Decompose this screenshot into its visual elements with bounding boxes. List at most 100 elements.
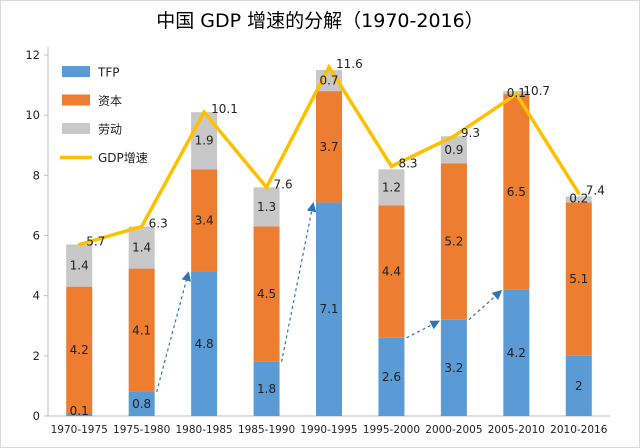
gdp-growth-point xyxy=(327,65,331,69)
legend-swatch-capital xyxy=(62,94,90,106)
tfp-value-label: 1.8 xyxy=(257,382,276,396)
gdp-growth-value-label: 5.7 xyxy=(86,235,105,249)
x-tick-label: 1970-1975 xyxy=(51,424,108,436)
labor-value-label: 1.4 xyxy=(70,259,89,273)
tfp-value-label: 3.2 xyxy=(444,361,463,375)
x-tick-label: 2000-2005 xyxy=(425,424,482,436)
capital-bar xyxy=(316,91,342,203)
legend-label-labor: 劳动 xyxy=(98,123,122,137)
x-tick-label: 1995-2000 xyxy=(363,424,420,436)
tfp-trend-arrow xyxy=(156,271,191,393)
legend-label-tfp: TFP xyxy=(97,66,119,80)
tfp-value-label: 7.1 xyxy=(319,302,338,316)
capital-value-label: 3.7 xyxy=(319,140,338,154)
tfp-bar xyxy=(565,355,592,416)
capital-value-label: 4.5 xyxy=(257,287,276,301)
x-tick-label: 2010-2016 xyxy=(550,424,608,436)
capital-bar xyxy=(128,268,155,392)
capital-value-label: 4.2 xyxy=(70,343,89,357)
bars xyxy=(66,70,592,416)
y-tick-label: 8 xyxy=(33,168,40,182)
annotation-layer xyxy=(156,202,503,393)
labor-value-label: 0.7 xyxy=(319,74,338,88)
gdp-growth-value-label: 10.7 xyxy=(523,84,550,98)
y-tick-label: 2 xyxy=(33,349,40,363)
gdp-growth-value-label: 10.1 xyxy=(211,102,238,116)
labor-value-label: 0.1 xyxy=(507,86,526,100)
gdp-growth-value-label: 9.3 xyxy=(461,126,480,140)
labor-value-label: 1.4 xyxy=(132,241,151,255)
tfp-bar xyxy=(128,391,155,416)
gdp-growth-point xyxy=(452,134,456,138)
tfp-bar xyxy=(378,337,405,416)
capital-bar xyxy=(66,286,93,413)
data-labels: 0.1 4.2 1.4 0.8 4.1 1.4 4.8 3.4 1.9 1.8 4.5 1.3 7.1 3… xyxy=(70,57,605,418)
tfp-value-label: 2 xyxy=(575,379,583,393)
y-tick-label: 6 xyxy=(33,229,40,243)
tfp-value-label: 2.6 xyxy=(382,370,401,384)
labor-bar xyxy=(565,196,592,203)
tfp-value-label: 4.2 xyxy=(507,346,526,360)
capital-bar xyxy=(565,202,592,356)
labor-value-label: 1.3 xyxy=(257,200,276,214)
capital-bar xyxy=(253,226,280,362)
capital-value-label: 5.1 xyxy=(569,272,588,286)
labor-value-label: 0.2 xyxy=(569,191,588,205)
legend-swatch-tfp xyxy=(62,66,90,77)
gdp-growth-value-label: 7.4 xyxy=(586,183,605,197)
tfp-bar xyxy=(316,202,342,416)
gdp-growth-point xyxy=(265,185,269,189)
labor-value-label: 1.9 xyxy=(195,134,214,148)
capital-bar xyxy=(378,205,405,338)
capital-value-label: 6.5 xyxy=(507,185,526,199)
capital-bar xyxy=(440,163,467,320)
x-tick-label: 1980-1985 xyxy=(175,424,232,436)
y-tick-label: 0 xyxy=(33,409,40,423)
x-tick-label: 1985-1990 xyxy=(238,424,295,436)
axes: 0 2 4 6 8 10 12 1970-1975 1975-1980 1980-1985 1985… xyxy=(25,47,610,436)
legend-label-gdp-growth: GDP增速 xyxy=(98,151,148,165)
labor-bar xyxy=(378,169,405,206)
gdp-growth-point xyxy=(202,110,206,114)
y-tick-label: 4 xyxy=(33,289,40,303)
tfp-value-label: 0.8 xyxy=(132,397,151,411)
capital-bar xyxy=(503,94,530,290)
tfp-bar xyxy=(66,412,93,416)
x-tick-label: 1975-1980 xyxy=(113,424,170,436)
labor-bar xyxy=(128,226,155,269)
labor-value-label: 0.9 xyxy=(444,143,463,157)
capital-value-label: 4.1 xyxy=(132,323,151,337)
gdp-growth-value-label: 6.3 xyxy=(149,216,168,230)
tfp-bar xyxy=(440,319,467,416)
labor-value-label: 1.2 xyxy=(382,180,401,194)
tfp-value-label: 0.1 xyxy=(70,404,89,418)
chart-title: 中国 GDP 增速的分解（1970-2016） xyxy=(156,10,483,32)
legend-swatch-labor xyxy=(62,123,90,134)
capital-bar xyxy=(191,169,218,272)
tfp-value-label: 4.8 xyxy=(195,337,214,351)
capital-value-label: 3.4 xyxy=(195,213,214,227)
labor-bar xyxy=(253,187,280,227)
tfp-trend-arrow xyxy=(280,202,317,362)
gdp-growth-point xyxy=(577,191,581,195)
y-tick-label: 12 xyxy=(25,48,40,62)
y-tick-label: 10 xyxy=(25,108,40,122)
gdp-growth-value-label: 7.6 xyxy=(274,177,293,191)
x-tick-label: 2005-2010 xyxy=(488,424,545,436)
tfp-bar xyxy=(191,271,218,416)
legend-label-capital: 资本 xyxy=(98,94,122,108)
tfp-bar xyxy=(503,289,530,416)
gdp-growth-point xyxy=(77,243,81,247)
gdp-growth-value-label: 8.3 xyxy=(398,156,417,170)
labor-bar xyxy=(66,244,93,287)
gdp-growth-point xyxy=(514,92,518,96)
x-tick-label: 1990-1995 xyxy=(300,424,357,436)
gdp-growth-value-label: 11.6 xyxy=(336,57,363,71)
gdp-growth-point xyxy=(140,224,144,228)
gdp-line-layer xyxy=(77,63,581,247)
capital-value-label: 5.2 xyxy=(444,235,463,249)
tfp-bar xyxy=(253,361,280,416)
